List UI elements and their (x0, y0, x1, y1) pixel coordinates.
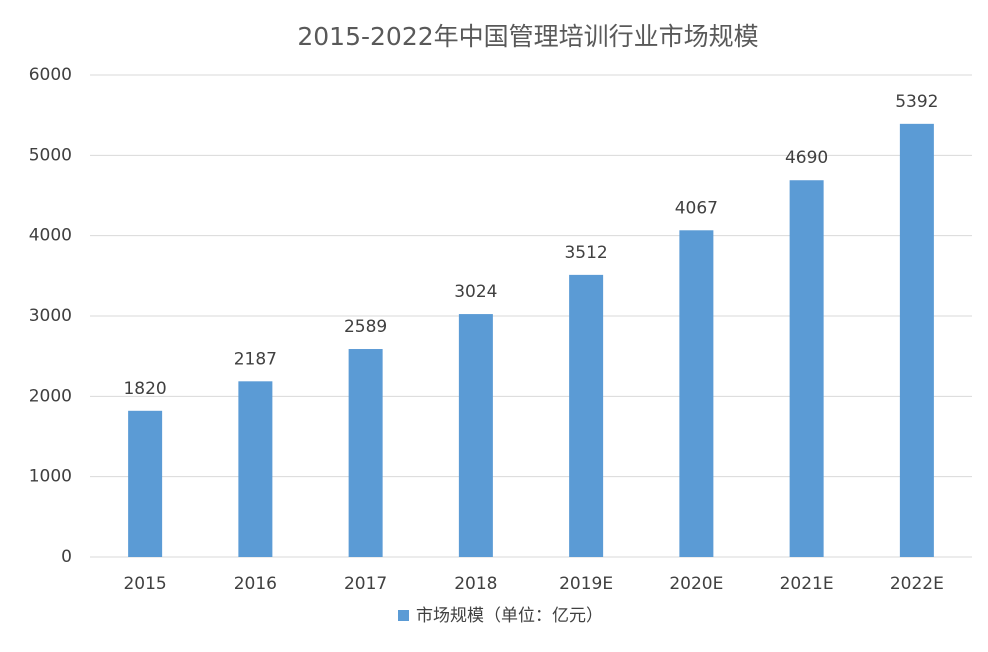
x-tick-label: 2017 (344, 574, 387, 594)
chart-title: 2015-2022年中国管理培训行业市场规模 (297, 22, 758, 51)
bar (458, 314, 493, 557)
legend-label: 市场规模（单位：亿元） (416, 606, 603, 626)
x-tick-label: 2021E (780, 574, 834, 594)
value-label: 3024 (454, 282, 497, 302)
y-tick-label: 1000 (29, 467, 72, 487)
x-tick-label: 2016 (234, 574, 277, 594)
y-tick-label: 5000 (29, 145, 72, 165)
x-tick-label: 2022E (890, 574, 944, 594)
value-label: 5392 (895, 92, 938, 112)
bar (789, 180, 824, 557)
legend-swatch (398, 610, 409, 621)
value-label: 4067 (675, 198, 718, 218)
bar (238, 381, 273, 557)
value-label: 1820 (123, 379, 166, 399)
value-label: 4690 (785, 148, 828, 168)
bar (899, 123, 934, 558)
bar (128, 410, 163, 557)
value-label: 2589 (344, 317, 387, 337)
y-tick-label: 0 (61, 547, 72, 567)
y-tick-label: 4000 (29, 226, 72, 246)
bar (679, 230, 714, 557)
x-tick-label: 2018 (454, 574, 497, 594)
y-tick-label: 2000 (29, 386, 72, 406)
y-tick-label: 3000 (29, 306, 72, 326)
x-tick-label: 2020E (669, 574, 723, 594)
y-tick-label: 6000 (29, 65, 72, 85)
value-label: 3512 (564, 243, 607, 263)
bar (348, 349, 383, 557)
x-tick-label: 2019E (559, 574, 613, 594)
value-label: 2187 (234, 349, 277, 369)
x-tick-label: 2015 (123, 574, 166, 594)
bar (569, 274, 604, 557)
